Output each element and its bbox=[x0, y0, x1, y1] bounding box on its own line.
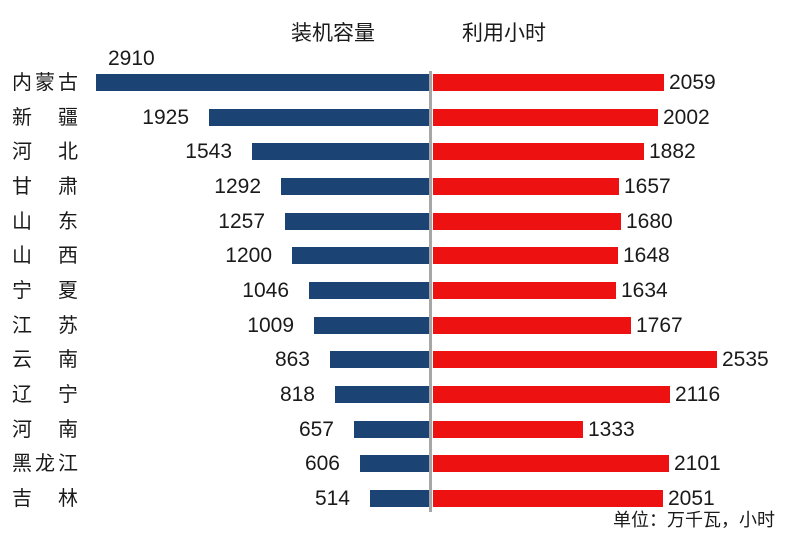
category-label-char: 蒙 bbox=[35, 71, 55, 94]
category-label-char: 南 bbox=[58, 348, 78, 371]
capacity-bar bbox=[370, 490, 429, 507]
capacity-value-label: 1046 bbox=[242, 278, 289, 302]
category-label-char: 新 bbox=[12, 106, 32, 129]
category-label: 内蒙古 bbox=[12, 70, 78, 96]
category-label-char: 山 bbox=[12, 244, 32, 267]
unit-note: 单位：万千瓦，小时 bbox=[613, 510, 775, 530]
hours-bar bbox=[433, 213, 621, 230]
category-label-char: 北 bbox=[58, 140, 78, 163]
hours-bar bbox=[433, 455, 669, 472]
category-label-char: 林 bbox=[58, 487, 78, 510]
category-label-char: 河 bbox=[12, 418, 32, 441]
category-label-char: 疆 bbox=[58, 106, 78, 129]
hours-bar bbox=[433, 178, 619, 195]
category-label-char: 南 bbox=[58, 418, 78, 441]
capacity-value-label: 514 bbox=[314, 486, 350, 510]
capacity-bar bbox=[330, 351, 429, 368]
hours-value-label: 1882 bbox=[649, 139, 696, 163]
category-label-char: 东 bbox=[58, 210, 78, 233]
capacity-value-label: 657 bbox=[298, 417, 334, 441]
category-label-char: 宁 bbox=[12, 279, 32, 302]
category-label-char: 苏 bbox=[58, 314, 78, 337]
category-label: 山东 bbox=[12, 209, 78, 235]
capacity-bar bbox=[281, 178, 429, 195]
hours-bar bbox=[433, 386, 670, 403]
capacity-value-label: 1925 bbox=[142, 105, 189, 129]
series-label-hours: 利用小时 bbox=[462, 22, 546, 45]
capacity-value-label: 1292 bbox=[214, 174, 261, 198]
capacity-bar bbox=[285, 213, 429, 230]
hours-bar bbox=[433, 247, 618, 264]
hours-value-label: 2535 bbox=[722, 347, 769, 371]
category-label-char: 吉 bbox=[12, 487, 32, 510]
category-label-char: 夏 bbox=[58, 279, 78, 302]
hours-bar bbox=[433, 143, 644, 160]
capacity-value-label: 1543 bbox=[185, 139, 232, 163]
category-label: 云南 bbox=[12, 347, 78, 373]
capacity-value-label: 606 bbox=[304, 451, 340, 475]
category-label-char: 河 bbox=[12, 140, 32, 163]
hours-value-label: 2116 bbox=[675, 382, 721, 406]
category-label-char: 肃 bbox=[58, 175, 78, 198]
category-label-char: 龙 bbox=[35, 452, 55, 475]
hours-bar bbox=[433, 351, 717, 368]
hours-value-label: 2002 bbox=[663, 105, 710, 129]
category-label-char: 甘 bbox=[12, 175, 32, 198]
category-label: 吉林 bbox=[12, 486, 78, 512]
hours-value-label: 1333 bbox=[588, 417, 635, 441]
category-label: 河北 bbox=[12, 139, 78, 165]
series-label-capacity: 装机容量 bbox=[291, 22, 375, 45]
hours-bar bbox=[433, 109, 658, 126]
category-label-char: 山 bbox=[12, 210, 32, 233]
hours-value-label: 2059 bbox=[669, 70, 716, 94]
capacity-bar bbox=[360, 455, 429, 472]
category-label-char: 黑 bbox=[12, 452, 32, 475]
hours-bar bbox=[433, 490, 663, 507]
hours-value-label: 2101 bbox=[674, 451, 721, 475]
category-label-char: 云 bbox=[12, 348, 32, 371]
category-label: 宁夏 bbox=[12, 278, 78, 304]
hours-value-label: 2051 bbox=[668, 486, 715, 510]
category-label: 新疆 bbox=[12, 105, 78, 131]
category-label-char: 古 bbox=[58, 71, 78, 94]
hours-value-label: 1767 bbox=[636, 313, 683, 337]
capacity-bar bbox=[252, 143, 429, 160]
category-label-char: 宁 bbox=[58, 383, 78, 406]
capacity-bar bbox=[309, 282, 429, 299]
hours-bar bbox=[433, 317, 631, 334]
capacity-value-label: 2910 bbox=[108, 47, 155, 70]
category-label: 黑龙江 bbox=[12, 451, 78, 477]
hours-value-label: 1680 bbox=[626, 209, 673, 233]
hours-value-label: 1657 bbox=[624, 174, 671, 198]
capacity-value-label: 863 bbox=[274, 347, 310, 371]
hours-value-label: 1634 bbox=[621, 278, 668, 302]
capacity-value-label: 818 bbox=[279, 382, 315, 406]
capacity-bar bbox=[96, 74, 429, 91]
capacity-bar bbox=[314, 317, 429, 334]
category-label-char: 江 bbox=[12, 314, 32, 337]
capacity-value-label: 1257 bbox=[218, 209, 265, 233]
hours-bar bbox=[433, 421, 583, 438]
category-label: 辽宁 bbox=[12, 382, 78, 408]
category-label: 河南 bbox=[12, 417, 78, 443]
capacity-bar bbox=[209, 109, 429, 126]
capacity-bar bbox=[335, 386, 429, 403]
hours-bar bbox=[433, 282, 616, 299]
category-label: 山西 bbox=[12, 243, 78, 269]
category-label-char: 辽 bbox=[12, 383, 32, 406]
capacity-value-label: 1009 bbox=[247, 313, 294, 337]
hours-bar bbox=[433, 74, 664, 91]
category-label: 江苏 bbox=[12, 313, 78, 339]
capacity-bar bbox=[292, 247, 429, 264]
category-label-char: 西 bbox=[58, 244, 78, 267]
category-label: 甘肃 bbox=[12, 174, 78, 200]
hours-value-label: 1648 bbox=[623, 243, 670, 267]
center-axis-line bbox=[429, 71, 432, 512]
category-label-char: 江 bbox=[58, 452, 78, 475]
category-label-char: 内 bbox=[12, 71, 32, 94]
capacity-value-label: 1200 bbox=[225, 243, 272, 267]
capacity-bar bbox=[354, 421, 429, 438]
